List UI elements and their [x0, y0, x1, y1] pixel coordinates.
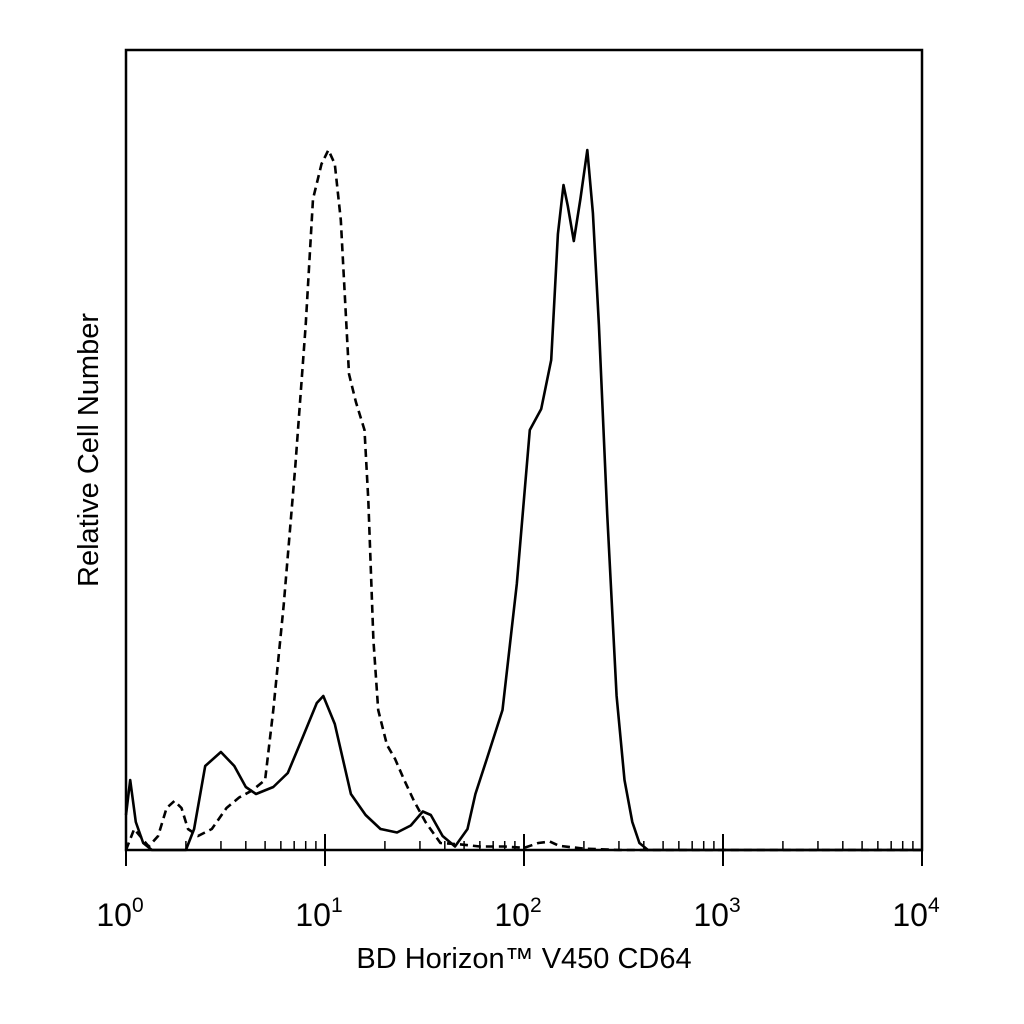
series-line-solid: [124, 148, 922, 852]
x-tick-label: 103: [693, 894, 740, 933]
series-layer: [124, 148, 922, 852]
series-line-dashed: [124, 148, 922, 852]
x-tick-label: 102: [494, 894, 541, 933]
x-minor-ticks: [185, 841, 914, 850]
x-tick-label: 100: [96, 894, 143, 933]
y-axis-title: Relative Cell Number: [73, 313, 105, 587]
x-tick-label: 104: [892, 894, 940, 933]
plot-frame: [124, 48, 924, 852]
x-axis-title: BD Horizon™ V450 CD64: [356, 943, 691, 975]
x-tick-label: 101: [295, 894, 342, 933]
x-tick-labels: 100 101 102 103 104: [96, 894, 940, 933]
